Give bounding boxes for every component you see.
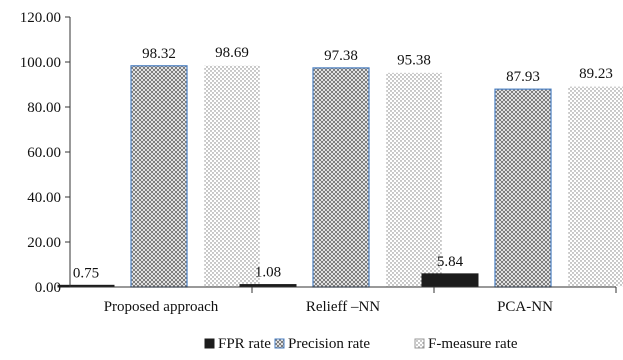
data-label: 98.69 (215, 45, 249, 61)
legend-swatch (274, 338, 285, 349)
data-label: 97.38 (324, 48, 358, 64)
y-tick-label: 60.00 (27, 145, 61, 161)
category-label: Proposed approach (104, 299, 219, 315)
bar-precision-rate (494, 88, 552, 288)
legend-label: FPR rate (218, 336, 271, 352)
bar-f-measure-rate (385, 71, 443, 288)
y-tick-label: 20.00 (27, 235, 61, 251)
bar-f-measure-rate (567, 85, 623, 288)
category-labels: Proposed approach Relieff –NN PCA-NN (104, 299, 553, 315)
data-label: 89.23 (579, 66, 613, 82)
bar-fpr-rate (421, 273, 479, 288)
data-label: 1.08 (255, 265, 281, 281)
legend: FPR rate Precision rate F-measure rate (204, 336, 518, 352)
data-label: 5.84 (437, 254, 464, 270)
y-tick-label: 0.00 (35, 280, 61, 296)
legend-label: F-measure rate (428, 336, 518, 352)
data-labels: 0.75 98.32 98.69 1.08 97.38 95.38 5.84 87.93 89.… (73, 45, 613, 281)
data-label: 87.93 (506, 69, 540, 85)
data-label: 95.38 (397, 52, 431, 68)
data-label: 98.32 (142, 46, 176, 62)
legend-swatch (204, 338, 215, 349)
y-tick-label: 40.00 (27, 190, 61, 206)
category-label: Relieff –NN (306, 299, 380, 315)
y-axis-ticks: 0.00 20.00 40.00 60.00 80.00 100.00 120.00 (20, 10, 70, 296)
category-label: PCA-NN (497, 299, 553, 315)
bar-precision-rate (130, 65, 188, 288)
bars (57, 64, 623, 288)
axes (69, 17, 617, 293)
y-tick-label: 80.00 (27, 100, 61, 116)
y-tick-label: 100.00 (20, 55, 61, 71)
y-tick-label: 120.00 (20, 10, 61, 26)
legend-swatch (414, 338, 425, 349)
bar-f-measure-rate (203, 64, 261, 288)
legend-label: Precision rate (288, 336, 370, 352)
data-label: 0.75 (73, 265, 99, 281)
bar-precision-rate (312, 67, 370, 288)
